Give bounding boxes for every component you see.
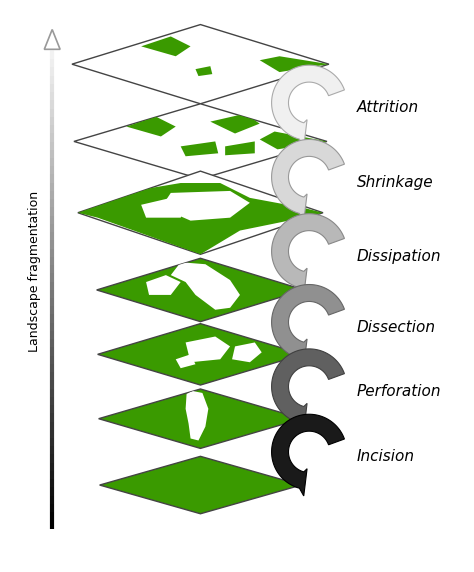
Text: Landscape fragmentation: Landscape fragmentation bbox=[28, 191, 41, 352]
Text: Incision: Incision bbox=[356, 450, 415, 464]
Polygon shape bbox=[195, 66, 212, 76]
Polygon shape bbox=[98, 324, 303, 385]
Polygon shape bbox=[74, 104, 327, 179]
Polygon shape bbox=[74, 104, 327, 179]
Polygon shape bbox=[171, 262, 240, 310]
Polygon shape bbox=[186, 391, 209, 440]
Polygon shape bbox=[272, 349, 345, 431]
Polygon shape bbox=[74, 104, 327, 179]
Polygon shape bbox=[78, 171, 323, 255]
Polygon shape bbox=[72, 25, 329, 104]
Polygon shape bbox=[97, 259, 304, 321]
Polygon shape bbox=[260, 132, 327, 149]
Polygon shape bbox=[98, 324, 303, 385]
Polygon shape bbox=[272, 214, 345, 295]
Polygon shape bbox=[181, 141, 218, 156]
Polygon shape bbox=[225, 141, 255, 155]
Polygon shape bbox=[74, 104, 327, 179]
Polygon shape bbox=[72, 25, 329, 104]
Polygon shape bbox=[99, 389, 302, 448]
Polygon shape bbox=[146, 275, 181, 295]
Polygon shape bbox=[74, 104, 327, 179]
Polygon shape bbox=[78, 171, 323, 255]
Polygon shape bbox=[161, 191, 250, 221]
Polygon shape bbox=[126, 117, 176, 137]
Polygon shape bbox=[72, 25, 329, 104]
Text: Dissection: Dissection bbox=[356, 320, 436, 335]
Polygon shape bbox=[99, 389, 302, 448]
Text: Attrition: Attrition bbox=[356, 100, 419, 115]
Polygon shape bbox=[97, 259, 304, 321]
Polygon shape bbox=[44, 30, 60, 49]
Polygon shape bbox=[141, 37, 191, 56]
Polygon shape bbox=[260, 56, 329, 72]
Polygon shape bbox=[272, 140, 345, 221]
Polygon shape bbox=[98, 324, 303, 385]
Text: Dissipation: Dissipation bbox=[356, 249, 441, 264]
Polygon shape bbox=[74, 104, 327, 179]
Polygon shape bbox=[72, 25, 329, 104]
Polygon shape bbox=[141, 198, 186, 218]
Polygon shape bbox=[232, 343, 262, 362]
Polygon shape bbox=[272, 65, 345, 147]
Polygon shape bbox=[186, 336, 230, 362]
Polygon shape bbox=[97, 259, 304, 321]
Polygon shape bbox=[78, 171, 323, 255]
Polygon shape bbox=[100, 456, 301, 514]
Text: Shrinkage: Shrinkage bbox=[356, 174, 433, 189]
Polygon shape bbox=[272, 284, 345, 366]
Text: Perforation: Perforation bbox=[356, 384, 441, 399]
Polygon shape bbox=[98, 324, 303, 385]
Polygon shape bbox=[272, 414, 345, 496]
Polygon shape bbox=[176, 354, 195, 368]
Polygon shape bbox=[78, 171, 323, 255]
Polygon shape bbox=[78, 183, 323, 255]
Polygon shape bbox=[210, 114, 260, 133]
